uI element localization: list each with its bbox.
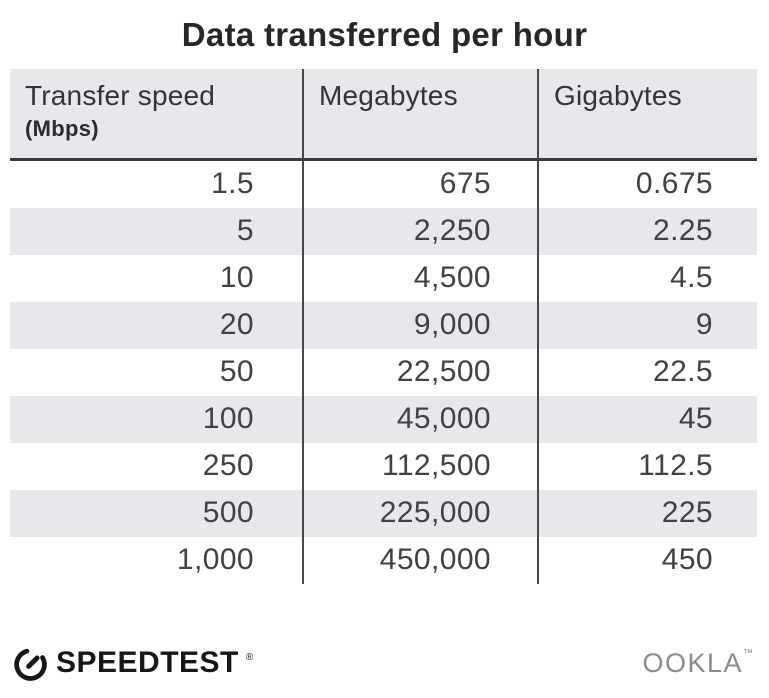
column-header-gigabytes: Gigabytes (537, 69, 757, 158)
cell-megabytes: 675 (302, 161, 537, 208)
ookla-wordmark: OOKLA (642, 647, 743, 678)
cell-transfer-speed: 250 (202, 449, 254, 482)
cell-gigabytes: 4.5 (537, 255, 757, 302)
cell-gigabytes: 22.5 (537, 349, 757, 396)
cell-gigabytes: 9 (537, 302, 757, 349)
cell-transfer-speed: 1,000 (176, 543, 254, 576)
column-header-megabytes-label: Megabytes (319, 80, 458, 111)
footer: SPEEDTEST ® OOKLA ™ (0, 640, 769, 698)
ookla-trademark-mark: ™ (743, 647, 753, 659)
ookla-logo: OOKLA ™ (642, 647, 753, 678)
cell-transfer-speed: 500 (202, 496, 254, 529)
table-body: 1.5 675 0.675 5 2,250 2.25 10 4,500 4.5 … (10, 161, 757, 584)
table-row: 1.5 675 0.675 (10, 161, 757, 208)
cell-gigabytes: 112.5 (537, 443, 757, 490)
cell-transfer-speed: 20 (219, 308, 254, 341)
cell-transfer-speed: 10 (219, 261, 254, 294)
cell-transfer-speed: 5 (236, 214, 254, 247)
speedtest-logo: SPEEDTEST ® (12, 645, 253, 682)
cell-megabytes: 4,500 (302, 255, 537, 302)
cell-megabytes: 9,000 (302, 302, 537, 349)
speedtest-registered-mark: ® (245, 651, 254, 663)
cell-gigabytes: 2.25 (537, 208, 757, 255)
cell-gigabytes: 0.675 (537, 161, 757, 208)
table-row: 250 112,500 112.5 (10, 443, 757, 490)
cell-transfer-speed: 1.5 (211, 167, 254, 200)
cell-gigabytes: 225 (537, 490, 757, 537)
speedtest-wordmark: SPEEDTEST (56, 646, 239, 679)
cell-megabytes: 450,000 (302, 537, 537, 584)
cell-megabytes: 2,250 (302, 208, 537, 255)
cell-transfer-speed: 100 (202, 402, 254, 435)
cell-transfer-speed: 50 (219, 355, 254, 388)
table-row: 100 45,000 45 (10, 396, 757, 443)
table-row: 5 2,250 2.25 (10, 208, 757, 255)
table-row: 1,000 450,000 450 (10, 537, 757, 584)
table-header-row: Transfer speed (Mbps) Megabytes Gigabyte… (10, 69, 757, 161)
cell-gigabytes: 450 (537, 537, 757, 584)
column-header-transfer-speed-unit: (Mbps) (25, 116, 99, 141)
speedtest-gauge-icon (14, 648, 47, 681)
cell-megabytes: 225,000 (302, 490, 537, 537)
table-row: 500 225,000 225 (10, 490, 757, 537)
page-title: Data transferred per hour (181, 16, 588, 53)
column-header-megabytes: Megabytes (302, 69, 537, 158)
table-row: 50 22,500 22.5 (10, 349, 757, 396)
column-header-transfer-speed-label: Transfer speed (25, 80, 216, 111)
cell-megabytes: 112,500 (302, 443, 537, 490)
table-row: 10 4,500 4.5 (10, 255, 757, 302)
column-header-gigabytes-label: Gigabytes (554, 80, 682, 111)
cell-megabytes: 22,500 (302, 349, 537, 396)
cell-gigabytes: 45 (537, 396, 757, 443)
data-table: Transfer speed (Mbps) Megabytes Gigabyte… (10, 69, 757, 584)
table-row: 20 9,000 9 (10, 302, 757, 349)
column-header-transfer-speed: Transfer speed (Mbps) (10, 69, 302, 158)
cell-megabytes: 45,000 (302, 396, 537, 443)
